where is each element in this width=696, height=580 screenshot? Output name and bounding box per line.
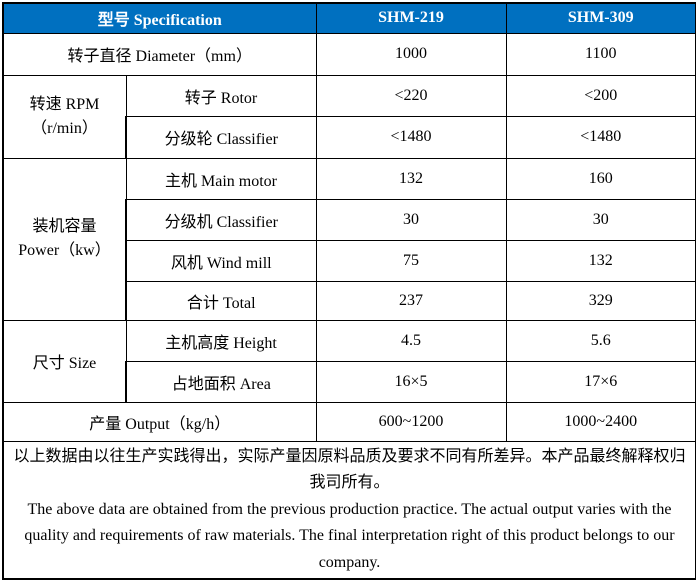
table-row-classifier-rpm: 分级轮 Classifier <1480 <1480 (3, 115, 696, 159)
total-label: 合计 Total (125, 280, 317, 321)
wind-mill-value-shm309: 132 (505, 239, 696, 282)
footnote-english: The above data are obtained from the pre… (24, 500, 675, 571)
classifier-wheel-value-shm219: <1480 (315, 115, 507, 159)
table-row-total: 合计 Total 237 329 (3, 280, 696, 321)
footnote-cell: 以上数据由以往生产实践得出，实际产量因原料品质及要求不同有所差异。本产品最终解释… (2, 440, 696, 580)
height-label: 主机高度 Height (125, 319, 317, 362)
wind-mill-label: 风机 Wind mill (125, 239, 317, 282)
header-row: 型号 Specification SHM-219 SHM-309 (2, 2, 696, 34)
rpm-group-label-line2: （r/min） (31, 119, 98, 137)
rotor-value-shm219: <220 (315, 74, 507, 117)
output-value-shm309: 1000~2400 (505, 401, 696, 442)
diameter-value-shm219: 1000 (315, 32, 507, 76)
table-row-main-motor: 装机容量 Power（kw） 主机 Main motor 132 160 (2, 157, 696, 321)
rotor-label: 转子 Rotor (125, 74, 317, 117)
area-label: 占地面积 Area (125, 360, 317, 403)
table-row-output: 产量 Output（kg/h） 600~1200 1000~2400 (2, 401, 696, 442)
main-motor-value-shm219: 132 (315, 157, 507, 200)
rpm-group-label: 转速 RPM （r/min） (2, 74, 127, 159)
area-value-shm309: 17×6 (505, 360, 696, 403)
classifier-power-value-shm219: 30 (315, 198, 507, 241)
height-value-shm309: 5.6 (505, 319, 696, 362)
main-motor-value-shm309: 160 (505, 157, 696, 200)
height-value-shm219: 4.5 (315, 319, 507, 362)
total-value-shm219: 237 (315, 280, 507, 321)
power-group-label: 装机容量 Power（kw） (2, 157, 127, 321)
footnote-row: 以上数据由以往生产实践得出，实际产量因原料品质及要求不同有所差异。本产品最终解释… (2, 440, 696, 580)
footnote-chinese: 以上数据由以往生产实践得出，实际产量因原料品质及要求不同有所差异。本产品最终解释… (13, 447, 686, 492)
size-group-label: 尺寸 Size (2, 319, 127, 403)
classifier-power-label: 分级机 Classifier (125, 198, 317, 241)
table-row-wind-mill: 风机 Wind mill 75 132 (3, 239, 696, 282)
main-motor-label: 主机 Main motor (125, 157, 317, 200)
header-spec-label: 型号 Specification (2, 2, 317, 34)
header-model-shm219: SHM-219 (315, 2, 507, 34)
table-row-diameter: 转子直径 Diameter（mm） 1000 1100 (2, 32, 696, 76)
classifier-power-value-shm309: 30 (505, 198, 696, 241)
header-model-shm309: SHM-309 (505, 2, 696, 34)
power-group-label-line1: 装机容量 (32, 218, 97, 235)
diameter-value-shm309: 1100 (505, 32, 696, 76)
classifier-wheel-label: 分级轮 Classifier (125, 115, 317, 159)
power-group-label-line2: Power（kw） (18, 242, 111, 259)
table-row-height: 尺寸 Size 主机高度 Height 4.5 5.6 (2, 319, 696, 403)
rotor-value-shm309: <200 (505, 74, 696, 117)
output-value-shm219: 600~1200 (315, 401, 507, 442)
classifier-wheel-value-shm309: <1480 (505, 115, 696, 159)
table-row-classifier-power: 分级机 Classifier 30 30 (3, 198, 696, 241)
rpm-group-label-line1: 转速 RPM (29, 95, 100, 113)
table-row-area: 占地面积 Area 16×5 17×6 (3, 360, 696, 403)
table-row-rotor-rpm: 转速 RPM （r/min） 转子 Rotor <220 <200 (2, 74, 696, 159)
diameter-label: 转子直径 Diameter（mm） (2, 32, 317, 76)
output-label: 产量 Output（kg/h） (2, 401, 317, 442)
area-value-shm219: 16×5 (315, 360, 507, 403)
total-value-shm309: 329 (505, 280, 696, 321)
wind-mill-value-shm219: 75 (315, 239, 507, 282)
